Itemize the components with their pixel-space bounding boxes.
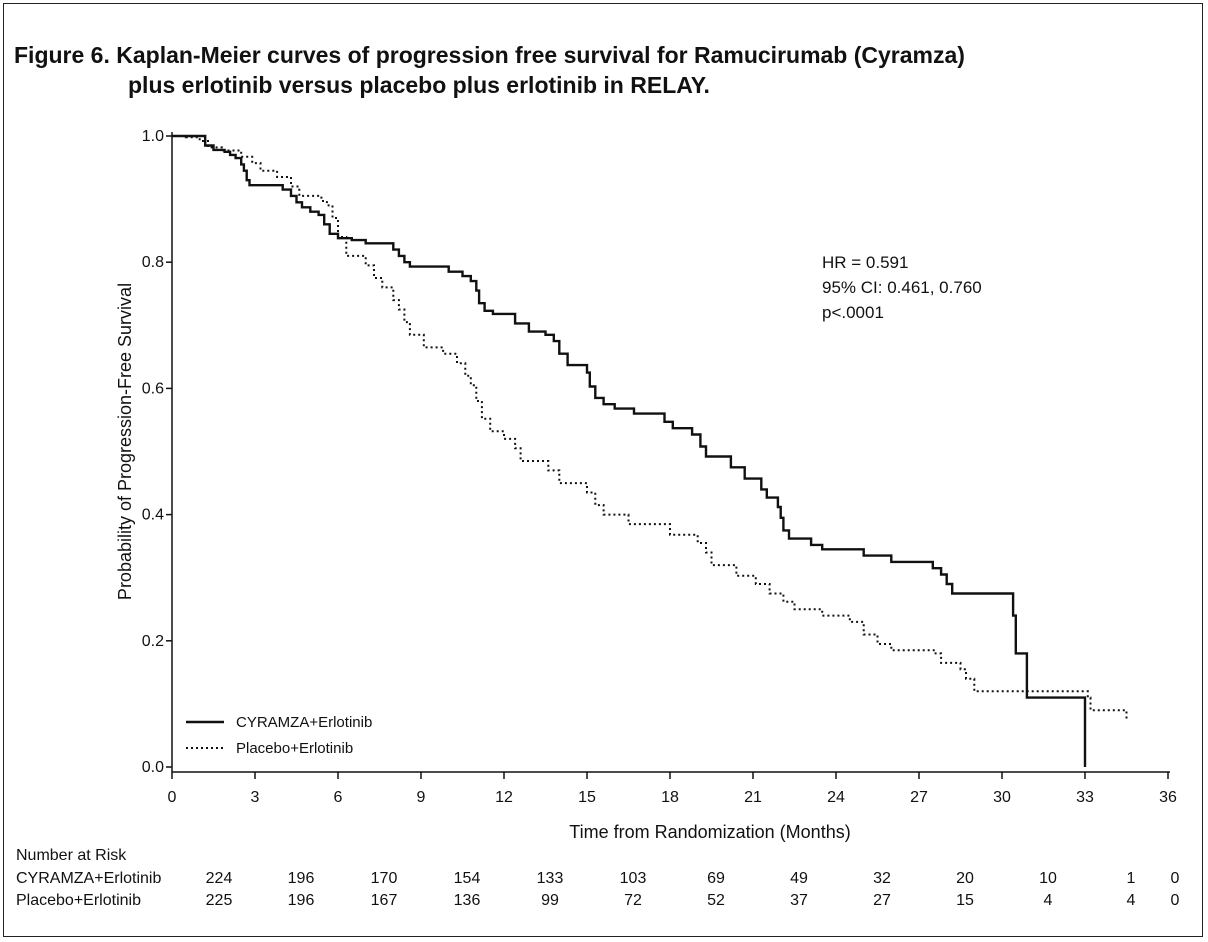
- legend-label: Placebo+Erlotinib: [236, 740, 353, 757]
- figure-title: Figure 6. Kaplan-Meier curves of progres…: [14, 40, 1194, 100]
- y-tick-label: 0.0: [142, 759, 164, 776]
- y-tick-label: 1.0: [142, 128, 164, 145]
- x-tick-label: 30: [993, 789, 1011, 806]
- legend: CYRAMZA+Erlotinib Placebo+Erlotinib: [186, 714, 372, 757]
- y-tick-label: 0.6: [142, 380, 164, 397]
- annotation-line: 95% CI: 0.461, 0.760: [822, 278, 982, 297]
- x-tick-label: 15: [578, 789, 596, 806]
- curve-placebo-erlotinib: [172, 135, 1128, 720]
- survival-curves: [172, 134, 1128, 767]
- x-tick-label: 0: [168, 789, 177, 806]
- x-tick-label: 9: [417, 789, 426, 806]
- figure-frame: [3, 3, 1203, 937]
- x-tick-label: 36: [1159, 789, 1177, 806]
- y-tick-label: 0.8: [142, 254, 164, 271]
- y-tick-label: 0.4: [142, 507, 164, 524]
- x-tick-label: 27: [910, 789, 928, 806]
- legend-label: CYRAMZA+Erlotinib: [236, 714, 372, 731]
- x-tick-label: 3: [251, 789, 260, 806]
- y-tick-label: 0.2: [142, 633, 164, 650]
- title-line-1: Figure 6. Kaplan-Meier curves of progres…: [14, 42, 965, 68]
- hazard-ratio-annotation: HR = 0.591 95% CI: 0.461, 0.760 p<.0001: [822, 253, 982, 322]
- x-axis-title: Time from Randomization (Months): [569, 822, 850, 842]
- x-tick-label: 21: [744, 789, 762, 806]
- x-tick-label: 33: [1076, 789, 1094, 806]
- annotation-line: HR = 0.591: [822, 253, 908, 272]
- x-tick-label: 18: [661, 789, 679, 806]
- y-axis-title: Probability of Progression-Free Survival: [115, 283, 135, 600]
- title-line-2: plus erlotinib versus placebo plus erlot…: [128, 72, 710, 98]
- curve-cyramza-erlotinib: [172, 134, 1087, 767]
- x-tick-label: 12: [495, 789, 513, 806]
- annotation-line: p<.0001: [822, 303, 884, 322]
- axes: 0 3 6 9 12 15 18 21 24 27 30 33 360.00.20.40.60.81.0: [142, 128, 1177, 806]
- x-tick-label: 24: [827, 789, 845, 806]
- x-tick-label: 6: [334, 789, 343, 806]
